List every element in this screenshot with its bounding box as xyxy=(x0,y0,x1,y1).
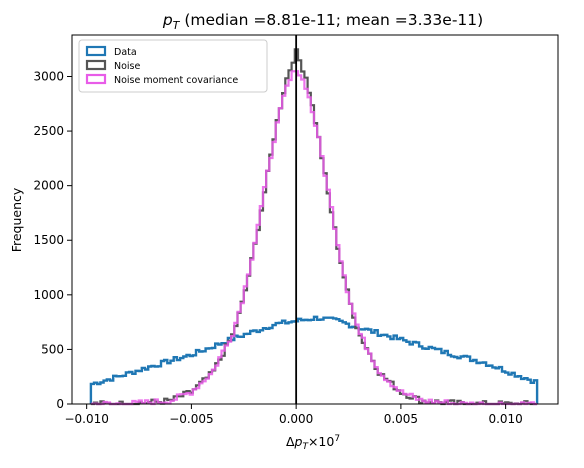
legend-swatch xyxy=(85,73,107,85)
legend-box xyxy=(78,39,268,93)
y-tick-label: 2500 xyxy=(33,124,64,138)
axes-frame xyxy=(71,34,559,405)
legend-label: Data xyxy=(114,47,137,58)
x-tick-label: −0.005 xyxy=(169,412,213,426)
legend-swatch xyxy=(85,45,107,57)
x-tick-label: −0.010 xyxy=(64,412,108,426)
y-tick-label: 500 xyxy=(41,342,64,356)
series-noise xyxy=(90,48,538,406)
chart-title: pT (median =8.81e-11; mean =3.33e-11) xyxy=(162,11,483,32)
axes-layer: −0.010 −0.005 0.000 0.005 0.010 0 500 1000 1500 2… xyxy=(33,34,559,426)
y-tick-label: 1000 xyxy=(33,288,64,302)
y-tick-label: 1500 xyxy=(33,233,64,247)
y-axis-label: Frequency xyxy=(9,187,24,252)
series-noise-moment-covariance xyxy=(90,70,538,406)
y-tick-label: 3000 xyxy=(33,69,64,83)
legend: Data Noise Noise moment covariance xyxy=(78,39,268,93)
x-tick-label: 0.010 xyxy=(488,412,522,426)
x-axis-label: ΔpT×107 xyxy=(286,434,340,452)
legend-label: Noise xyxy=(114,61,141,72)
legend-swatch xyxy=(85,59,107,71)
series-data xyxy=(89,315,539,404)
series-layer xyxy=(89,48,539,406)
y-tick-label: 0 xyxy=(56,397,64,411)
x-tick-label: 0.005 xyxy=(384,412,418,426)
x-tick-label: 0.000 xyxy=(279,412,313,426)
y-tick-label: 2000 xyxy=(33,179,64,193)
legend-label: Noise moment covariance xyxy=(114,75,238,86)
